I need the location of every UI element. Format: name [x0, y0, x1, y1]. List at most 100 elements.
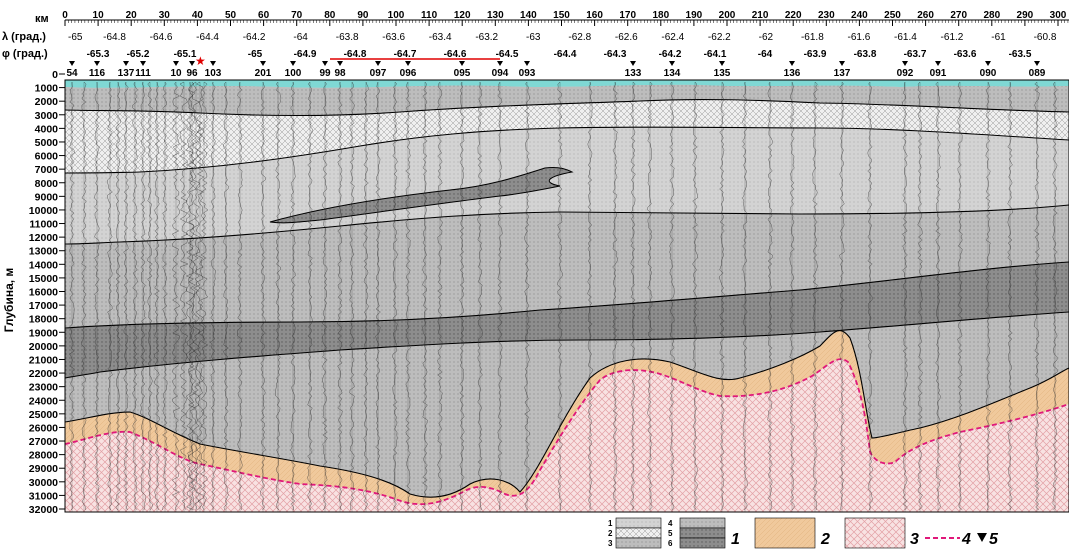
station-triangle-icon — [260, 61, 266, 66]
depth-tick-label: 6000 — [35, 151, 59, 163]
depth-tick-label: 8000 — [35, 178, 59, 190]
km-tick-label: 120 — [454, 10, 471, 21]
depth-tick-label: 12000 — [29, 232, 58, 244]
lambda-value: -65 — [68, 32, 83, 43]
seismic-trace — [867, 81, 873, 511]
seismic-trace — [322, 81, 328, 511]
phi-value: -63.5 — [1009, 49, 1032, 60]
km-tick-label: 170 — [619, 10, 636, 21]
seismic-trace — [477, 81, 483, 511]
station-label: 103 — [205, 68, 222, 79]
phi-value: -64 — [758, 49, 773, 60]
station-label: 99 — [319, 68, 331, 79]
phi-value: -65 — [248, 49, 263, 60]
station-label: 54 — [66, 68, 78, 79]
depth-tick-label: 20000 — [29, 341, 58, 353]
legend-item-1: 1 — [731, 531, 740, 548]
km-tick-label: 260 — [917, 10, 934, 21]
km-tick-label: 0 — [62, 10, 68, 21]
station-triangle-icon — [789, 61, 795, 66]
station-triangle-icon — [94, 61, 100, 66]
depth-tick-label: 22000 — [29, 368, 58, 380]
station-label: 134 — [664, 68, 681, 79]
station-triangle-icon — [290, 61, 296, 66]
depth-tick-label: 7000 — [35, 164, 59, 176]
km-tick-label: 90 — [357, 10, 369, 21]
km-tick-label: 160 — [586, 10, 603, 21]
legend-patterns-right: 4 5 6 — [668, 517, 726, 549]
km-tick-label: 270 — [950, 10, 967, 21]
lambda-value: -62.4 — [661, 32, 684, 43]
legend-item-4: 4 — [961, 531, 971, 548]
seismic-trace — [179, 81, 189, 511]
station-label: 137 — [834, 68, 851, 79]
km-tick-label: 250 — [884, 10, 901, 21]
station-triangle-icon — [405, 61, 411, 66]
station-triangle-icon — [669, 61, 675, 66]
lambda-value: -60.8 — [1034, 32, 1057, 43]
lambda-value: -62.6 — [615, 32, 638, 43]
depth-tick-label: 1000 — [35, 83, 59, 95]
lambda-value: -63.6 — [382, 32, 405, 43]
depth-tick-label: 4000 — [35, 123, 59, 135]
seismic-trace — [260, 81, 266, 511]
station-triangle-icon — [719, 61, 725, 66]
lambda-value: -61.4 — [894, 32, 917, 43]
seismic-trace — [917, 81, 923, 511]
station-triangle-icon — [322, 61, 328, 66]
station-label: 116 — [89, 68, 106, 79]
seismic-trace — [290, 81, 296, 510]
lower-gray-layer — [65, 205, 1069, 328]
km-tick-label: 200 — [719, 10, 736, 21]
depth-tick-label: 19000 — [29, 327, 58, 339]
red-star-marker: ★ — [195, 54, 206, 68]
seismic-trace — [1034, 81, 1040, 511]
seismic-trace — [123, 81, 129, 511]
lambda-value: -62 — [759, 32, 774, 43]
depth-tick-label: 29000 — [29, 463, 58, 475]
seismic-trace — [375, 81, 381, 511]
seismic-trace — [195, 81, 205, 511]
km-tick-label: 110 — [421, 10, 438, 21]
seismic-trace — [742, 81, 748, 511]
depth-tick-label: 13000 — [29, 246, 58, 258]
depth-tick-label: 18000 — [29, 314, 58, 326]
km-tick-label: 10 — [93, 10, 105, 21]
seismic-trace — [524, 81, 530, 511]
lambda-value: -62.8 — [568, 32, 591, 43]
lambda-value: -64 — [293, 32, 308, 43]
station-label: 10 — [170, 68, 182, 79]
depth-tick-label: 30000 — [29, 477, 58, 489]
lambda-value: -64.8 — [103, 32, 126, 43]
seismic-trace — [422, 81, 428, 511]
lambda-value: -64.2 — [243, 32, 266, 43]
km-tick-label: 300 — [1050, 10, 1067, 21]
seismic-trace — [789, 81, 795, 511]
seismic-trace — [459, 81, 465, 511]
station-label: 98 — [334, 68, 346, 79]
depth-tick-label: 23000 — [29, 382, 58, 394]
legend-patterns-left: 1 2 3 — [608, 517, 662, 549]
basement-layer — [65, 359, 1069, 512]
station-label: 136 — [784, 68, 801, 79]
station-label: 096 — [400, 68, 417, 79]
km-tick-label: 100 — [388, 10, 405, 21]
seismic-trace — [812, 81, 818, 511]
depth-tick-label: 31000 — [29, 490, 58, 502]
seismic-trace — [692, 81, 698, 511]
legend-label-3: 3 — [608, 539, 613, 548]
station-label: 135 — [714, 68, 731, 79]
crosshatch-layer — [65, 99, 1069, 173]
depth-tick-label: 27000 — [29, 436, 58, 448]
km-tick-label: 220 — [785, 10, 802, 21]
station-triangle-icon — [189, 61, 195, 66]
phi-value: -64.7 — [394, 49, 417, 60]
seismic-trace — [115, 81, 121, 511]
depth-tick-label: 3000 — [35, 110, 59, 122]
phi-value: -65.1 — [174, 49, 197, 60]
station-triangle-icon — [630, 61, 636, 66]
station-label: 089 — [1029, 68, 1046, 79]
depth-tick-label: 26000 — [29, 422, 58, 434]
km-tick-label: 60 — [258, 10, 270, 21]
